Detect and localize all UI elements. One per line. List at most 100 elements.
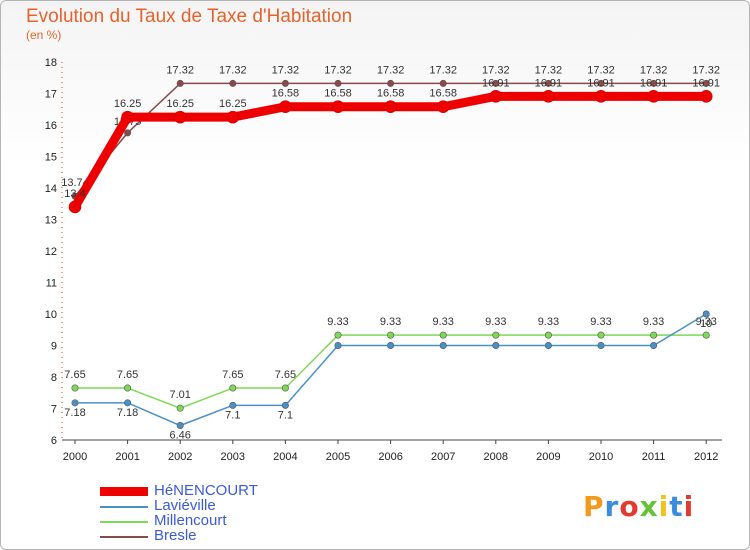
data-point-2 bbox=[334, 331, 342, 339]
data-point-2 bbox=[439, 331, 447, 339]
data-point-2 bbox=[229, 384, 237, 392]
x-tick-label: 2006 bbox=[378, 451, 402, 463]
data-point-1 bbox=[281, 401, 289, 409]
data-point-3 bbox=[281, 79, 289, 87]
data-label: 13.74 bbox=[61, 177, 89, 189]
data-point-2 bbox=[492, 331, 500, 339]
data-label: 17.32 bbox=[324, 64, 352, 76]
data-label: 16.91 bbox=[482, 77, 510, 89]
data-label: 6.46 bbox=[169, 430, 190, 442]
x-tick-label: 2004 bbox=[273, 451, 297, 463]
data-point-0 bbox=[68, 200, 82, 214]
legend-swatch bbox=[100, 487, 148, 496]
data-point-1 bbox=[650, 341, 658, 349]
data-point-3 bbox=[439, 79, 447, 87]
data-point-0 bbox=[226, 110, 240, 124]
y-tick-label: 14 bbox=[45, 183, 57, 195]
logo-letter: o bbox=[619, 490, 640, 523]
data-label: 9.33 bbox=[327, 316, 348, 328]
x-tick-label: 2008 bbox=[484, 451, 508, 463]
data-label: 16.58 bbox=[324, 88, 352, 100]
data-label: 17.32 bbox=[692, 64, 720, 76]
y-tick-label: 11 bbox=[46, 278, 57, 290]
data-label: 9.33 bbox=[485, 316, 506, 328]
series-line-1 bbox=[74, 313, 707, 427]
data-point-2 bbox=[387, 331, 395, 339]
data-label: 16.25 bbox=[219, 98, 247, 110]
data-point-2 bbox=[176, 404, 184, 412]
data-label: 7.1 bbox=[278, 409, 293, 421]
x-tick-label: 2002 bbox=[168, 451, 192, 463]
logo-letter: i bbox=[658, 490, 670, 523]
logo-letter: P bbox=[583, 490, 605, 523]
data-point-0 bbox=[489, 90, 503, 103]
y-tick-label: 13 bbox=[45, 215, 57, 227]
data-point-1 bbox=[544, 341, 552, 349]
data-point-3 bbox=[176, 79, 184, 87]
chart-subtitle: (en %) bbox=[26, 28, 62, 42]
y-tick-label: 12 bbox=[45, 246, 57, 258]
data-label: 7.65 bbox=[275, 369, 296, 381]
data-label: 16.25 bbox=[166, 98, 194, 110]
data-point-3 bbox=[229, 79, 237, 87]
x-tick-label: 2009 bbox=[536, 451, 560, 463]
data-point-1 bbox=[439, 341, 447, 349]
data-label: 7.65 bbox=[222, 369, 243, 381]
data-label: 17.32 bbox=[219, 64, 247, 76]
data-label: 9.33 bbox=[432, 316, 453, 328]
legend-label: Bresle bbox=[154, 527, 197, 544]
data-label: 7.01 bbox=[169, 389, 190, 401]
data-label: 9.33 bbox=[590, 316, 611, 328]
y-tick-label: 17 bbox=[45, 89, 57, 101]
x-tick-label: 2003 bbox=[221, 451, 245, 463]
x-tick-label: 2007 bbox=[431, 451, 455, 463]
data-point-0 bbox=[173, 110, 187, 124]
data-label: 9.33 bbox=[380, 316, 401, 328]
data-point-3 bbox=[544, 79, 552, 87]
data-point-1 bbox=[492, 341, 500, 349]
data-point-3 bbox=[334, 79, 342, 87]
legend-swatch bbox=[100, 506, 148, 508]
data-point-1 bbox=[71, 399, 79, 407]
data-label: 7.65 bbox=[117, 369, 138, 381]
data-label: 7.65 bbox=[64, 369, 85, 381]
data-label: 7.18 bbox=[64, 407, 85, 419]
y-tick-label: 10 bbox=[45, 309, 57, 321]
data-label: 16.91 bbox=[535, 77, 563, 89]
data-point-1 bbox=[702, 310, 710, 318]
data-point-3 bbox=[702, 79, 710, 87]
data-label: 17.32 bbox=[640, 64, 668, 76]
legend-label: Laviéville bbox=[154, 497, 216, 514]
chart-title: Evolution du Taux de Taxe d'Habitation bbox=[26, 6, 353, 27]
data-label: 16.91 bbox=[587, 77, 615, 89]
y-tick-label: 16 bbox=[45, 120, 57, 132]
data-point-1 bbox=[124, 399, 132, 407]
logo-letter: t bbox=[669, 490, 684, 523]
data-point-3 bbox=[492, 79, 500, 87]
data-point-2 bbox=[702, 331, 710, 339]
data-label: 17.32 bbox=[429, 64, 457, 76]
logo-letter: x bbox=[639, 490, 659, 523]
data-point-3 bbox=[124, 129, 132, 137]
data-point-1 bbox=[597, 341, 605, 349]
data-point-0 bbox=[331, 100, 345, 114]
data-point-0 bbox=[121, 110, 134, 124]
data-point-0 bbox=[436, 100, 450, 114]
data-label: 17.32 bbox=[272, 64, 300, 76]
x-tick-label: 2011 bbox=[642, 451, 666, 463]
data-label: 16.91 bbox=[692, 77, 720, 89]
data-point-3 bbox=[650, 79, 658, 87]
y-tick-label: 7 bbox=[51, 404, 57, 416]
data-point-1 bbox=[176, 422, 184, 430]
data-label: 17.32 bbox=[587, 64, 615, 76]
data-label: 17.32 bbox=[377, 64, 405, 76]
data-point-1 bbox=[334, 341, 342, 349]
data-point-1 bbox=[387, 341, 395, 349]
legend-swatch bbox=[100, 536, 148, 538]
data-label: 10 bbox=[700, 318, 712, 330]
legend-label: Millencourt bbox=[154, 512, 227, 529]
data-label: 16.58 bbox=[272, 88, 300, 100]
y-tick-label: 6 bbox=[51, 435, 57, 447]
